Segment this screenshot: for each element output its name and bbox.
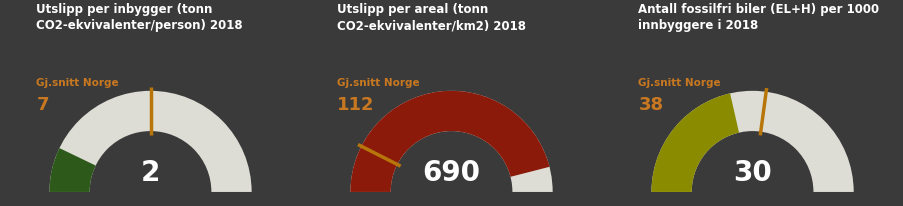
Text: 112: 112 [337,96,375,115]
Text: 38: 38 [638,96,663,115]
Wedge shape [350,91,552,192]
Wedge shape [651,91,852,192]
Text: Gj.snitt Norge: Gj.snitt Norge [638,78,721,88]
Text: Antall fossilfri biler (EL+H) per 1000
innbyggere i 2018: Antall fossilfri biler (EL+H) per 1000 i… [638,3,879,32]
Text: 30: 30 [732,159,771,187]
Text: Gj.snitt Norge: Gj.snitt Norge [36,78,119,88]
Text: 2: 2 [141,159,160,187]
Text: 7: 7 [36,96,49,115]
Wedge shape [50,148,96,192]
Wedge shape [50,91,251,192]
Wedge shape [651,93,739,192]
Text: Gj.snitt Norge: Gj.snitt Norge [337,78,420,88]
Wedge shape [350,91,549,192]
Text: Utslipp per inbygger (tonn
CO2-ekvivalenter/person) 2018: Utslipp per inbygger (tonn CO2-ekvivalen… [36,3,243,32]
Text: Utslipp per areal (tonn
CO2-ekvivalenter/km2) 2018: Utslipp per areal (tonn CO2-ekvivalenter… [337,3,526,32]
Text: 690: 690 [422,159,480,187]
